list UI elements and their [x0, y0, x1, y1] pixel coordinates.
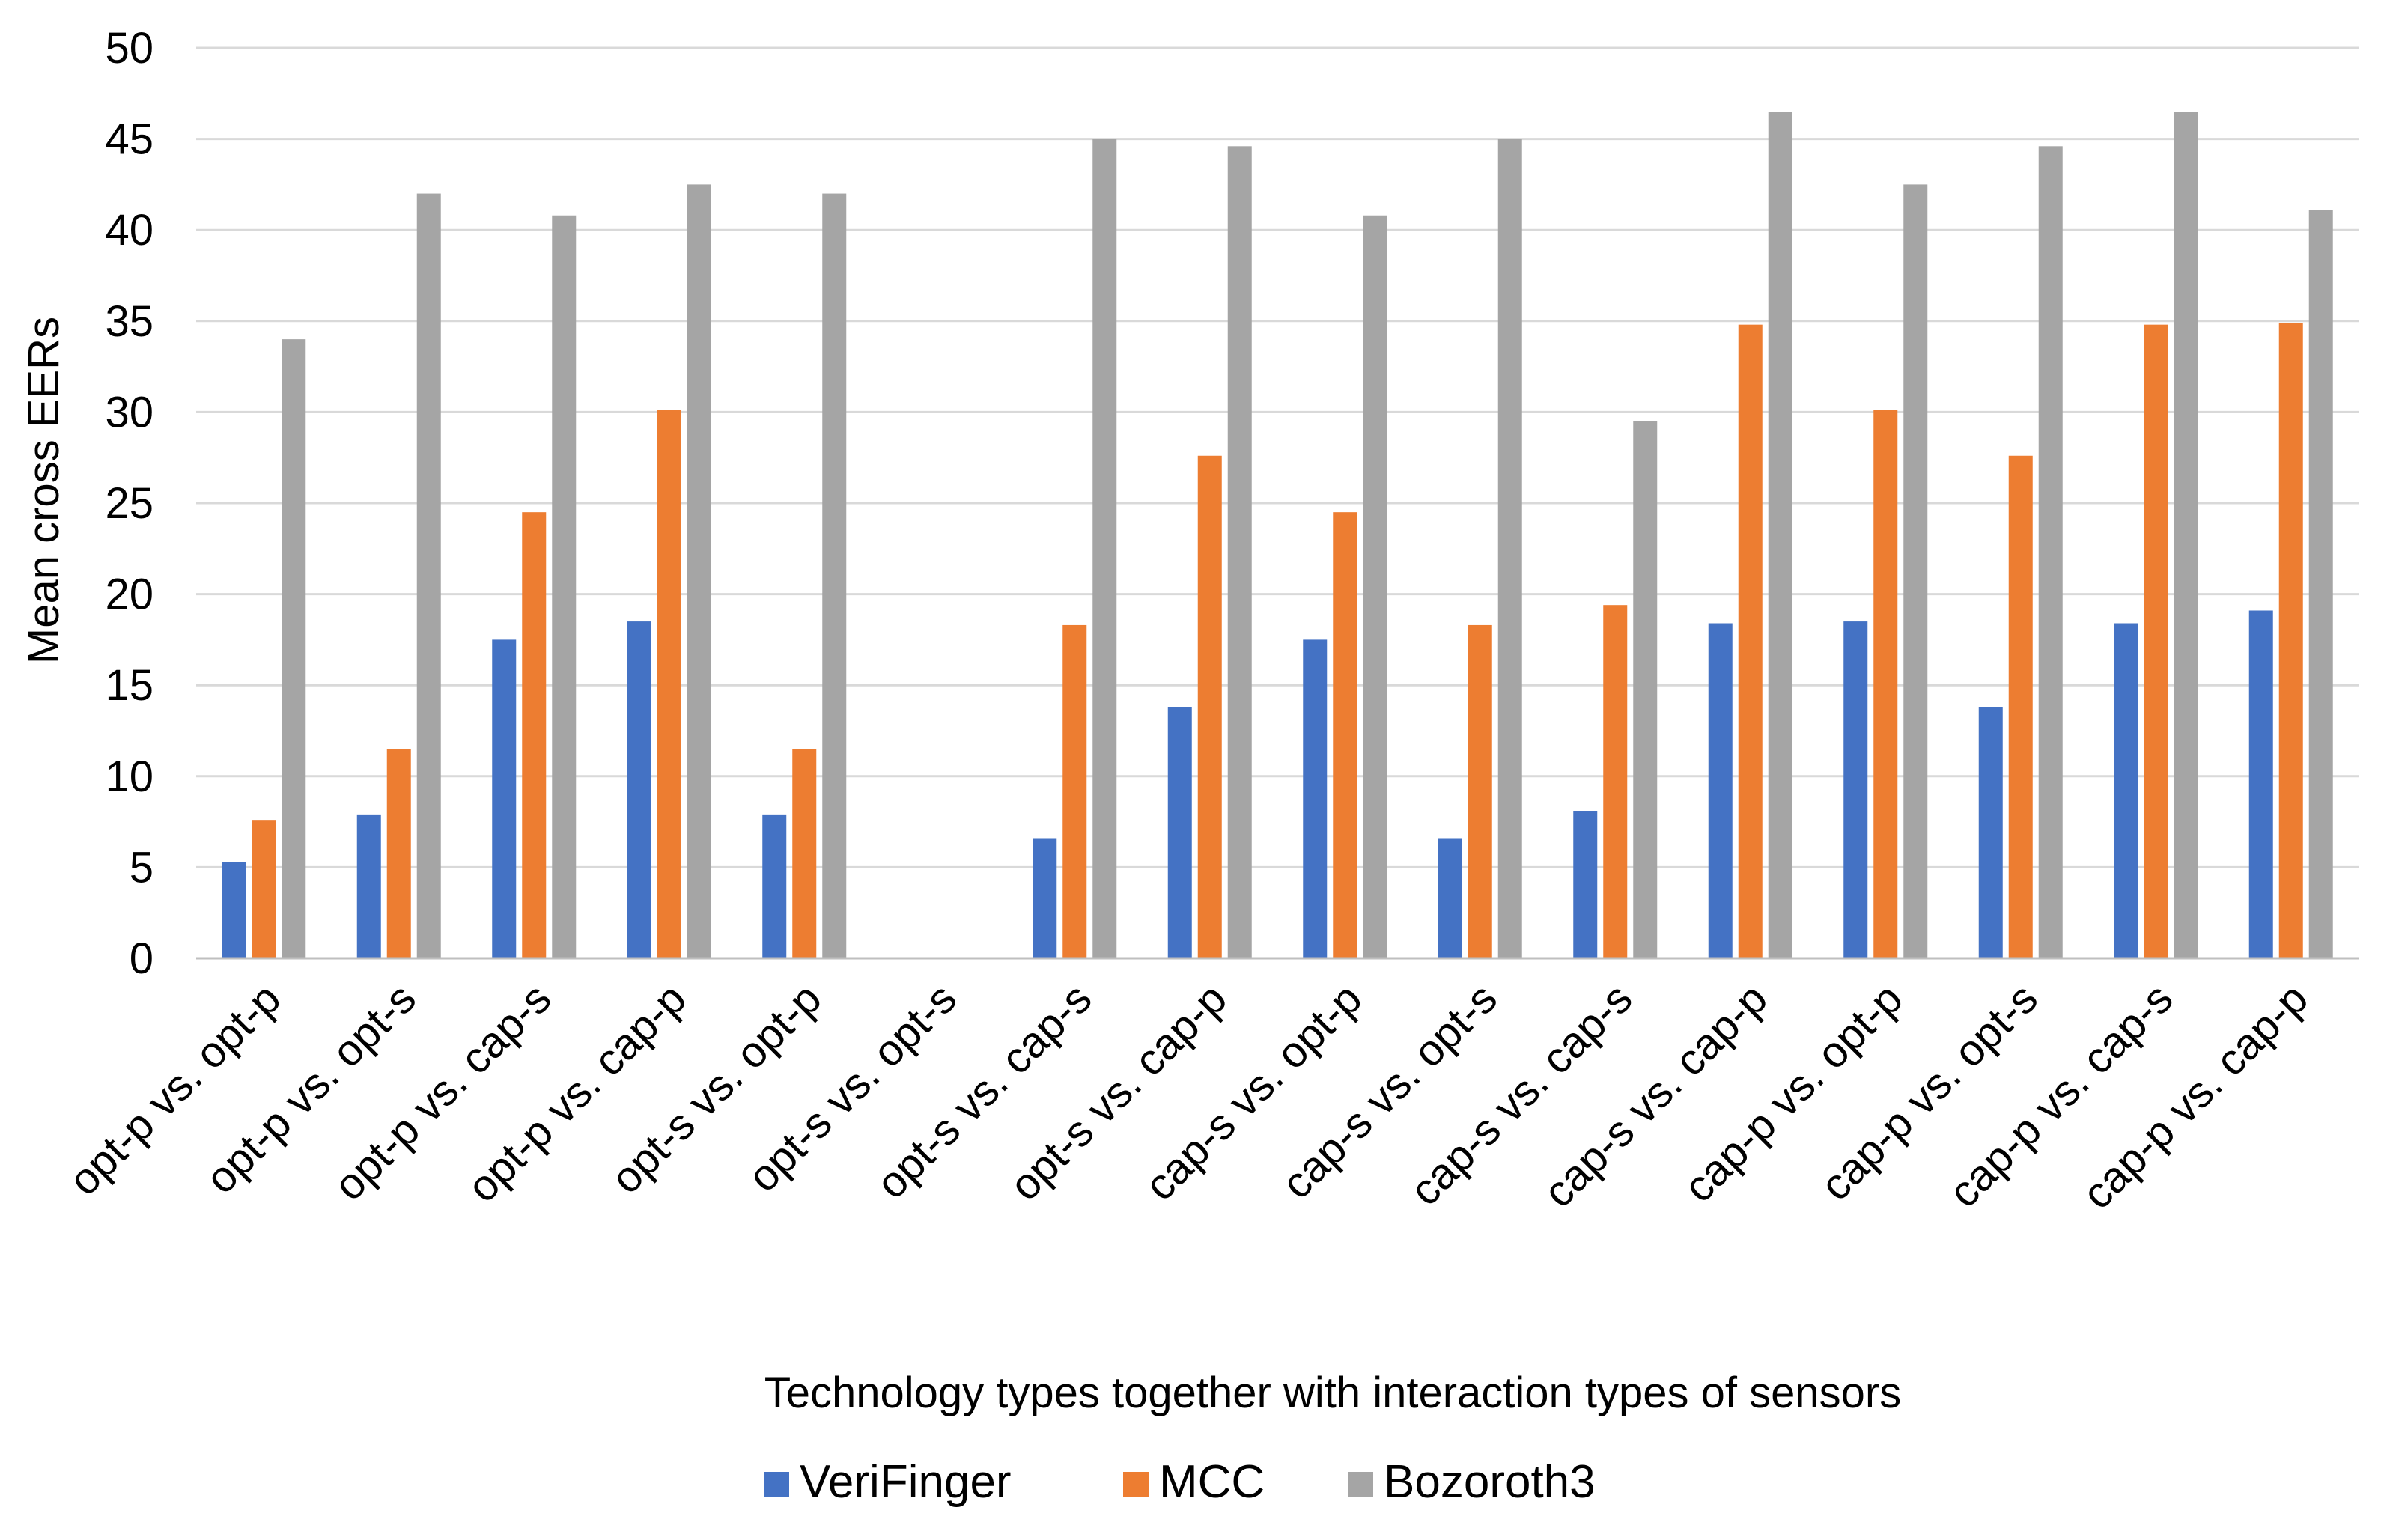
bar-verifinger [356, 814, 381, 958]
bar-verifinger [1303, 639, 1328, 958]
bar-mcc [252, 820, 276, 958]
bar-verifinger [1708, 623, 1733, 958]
bar-mcc [2144, 324, 2168, 958]
bar-mcc [1333, 512, 1357, 958]
y-tick-label: 15 [105, 661, 153, 710]
bar-verifinger [1167, 707, 1192, 958]
bar-bozoroth3 [552, 215, 577, 958]
y-tick-label: 10 [105, 752, 153, 801]
y-tick-label: 30 [105, 388, 153, 436]
bar-verifinger [2114, 623, 2138, 958]
bar-verifinger [1978, 707, 2003, 958]
bar-bozoroth3 [416, 193, 441, 958]
legend-swatch-bozoroth3 [1348, 1472, 1373, 1497]
bar-mcc [1468, 624, 1492, 958]
bar-bozoroth3 [1092, 139, 1117, 959]
bar-mcc [386, 749, 411, 958]
y-axis-tick-labels: 0 5 10 15 20 25 30 35 40 45 50 [105, 24, 153, 983]
legend: VeriFinger MCC Bozoroth3 [764, 1456, 1596, 1508]
x-axis-title: Technology types together with interacti… [764, 1369, 1902, 1417]
bar-verifinger [1573, 811, 1598, 958]
y-tick-label: 20 [105, 570, 153, 619]
legend-label-mcc: MCC [1159, 1456, 1265, 1508]
bar-verifinger [1438, 838, 1462, 958]
bar-mcc [1738, 324, 1763, 958]
bar-verifinger [222, 862, 246, 958]
bar-mcc [2278, 323, 2303, 958]
bar-verifinger [762, 814, 787, 958]
bar-bozoroth3 [1497, 139, 1522, 959]
bar-mcc [1197, 455, 1222, 958]
bar-mcc [1062, 624, 1087, 958]
legend-label-bozoroth3: Bozoroth3 [1384, 1456, 1596, 1508]
y-tick-label: 40 [105, 206, 153, 255]
bar-bozoroth3 [2174, 112, 2198, 958]
bar-mcc [1603, 605, 1628, 958]
bar-bozoroth3 [282, 339, 306, 958]
y-tick-label: 35 [105, 297, 153, 346]
bar-bozoroth3 [1363, 215, 1387, 958]
bar-bozoroth3 [1633, 421, 1658, 958]
legend-swatch-mcc [1123, 1472, 1149, 1497]
bar-bozoroth3 [2038, 146, 2063, 958]
bar-bozoroth3 [822, 193, 847, 958]
gridlines [196, 46, 2359, 868]
bars [222, 112, 2333, 959]
bar-mcc [2008, 455, 2033, 958]
bar-verifinger [1033, 838, 1057, 958]
legend-label-verifinger: VeriFinger [800, 1456, 1012, 1508]
y-tick-label: 45 [105, 115, 153, 164]
bar-bozoroth3 [1768, 112, 1792, 958]
bar-verifinger [2248, 610, 2273, 958]
y-tick-label: 50 [105, 24, 153, 73]
y-axis-title: Mean cross EERs [19, 317, 68, 664]
y-tick-label: 5 [130, 843, 153, 892]
bar-verifinger [627, 621, 651, 958]
bar-mcc [1873, 410, 1898, 958]
bar-mcc [792, 749, 817, 958]
bar-mcc [522, 512, 547, 958]
bar-bozoroth3 [2308, 210, 2333, 958]
bar-bozoroth3 [687, 184, 711, 958]
y-tick-label: 0 [130, 934, 153, 983]
y-tick-label: 25 [105, 479, 153, 528]
bar-verifinger [1843, 621, 1868, 958]
legend-swatch-verifinger [764, 1472, 789, 1497]
bar-verifinger [492, 639, 517, 958]
bar-mcc [657, 410, 681, 958]
x-tick-label: cap-p vs. cap-p [2073, 974, 2317, 1218]
bar-bozoroth3 [1903, 184, 1928, 958]
bar-bozoroth3 [1227, 146, 1252, 958]
